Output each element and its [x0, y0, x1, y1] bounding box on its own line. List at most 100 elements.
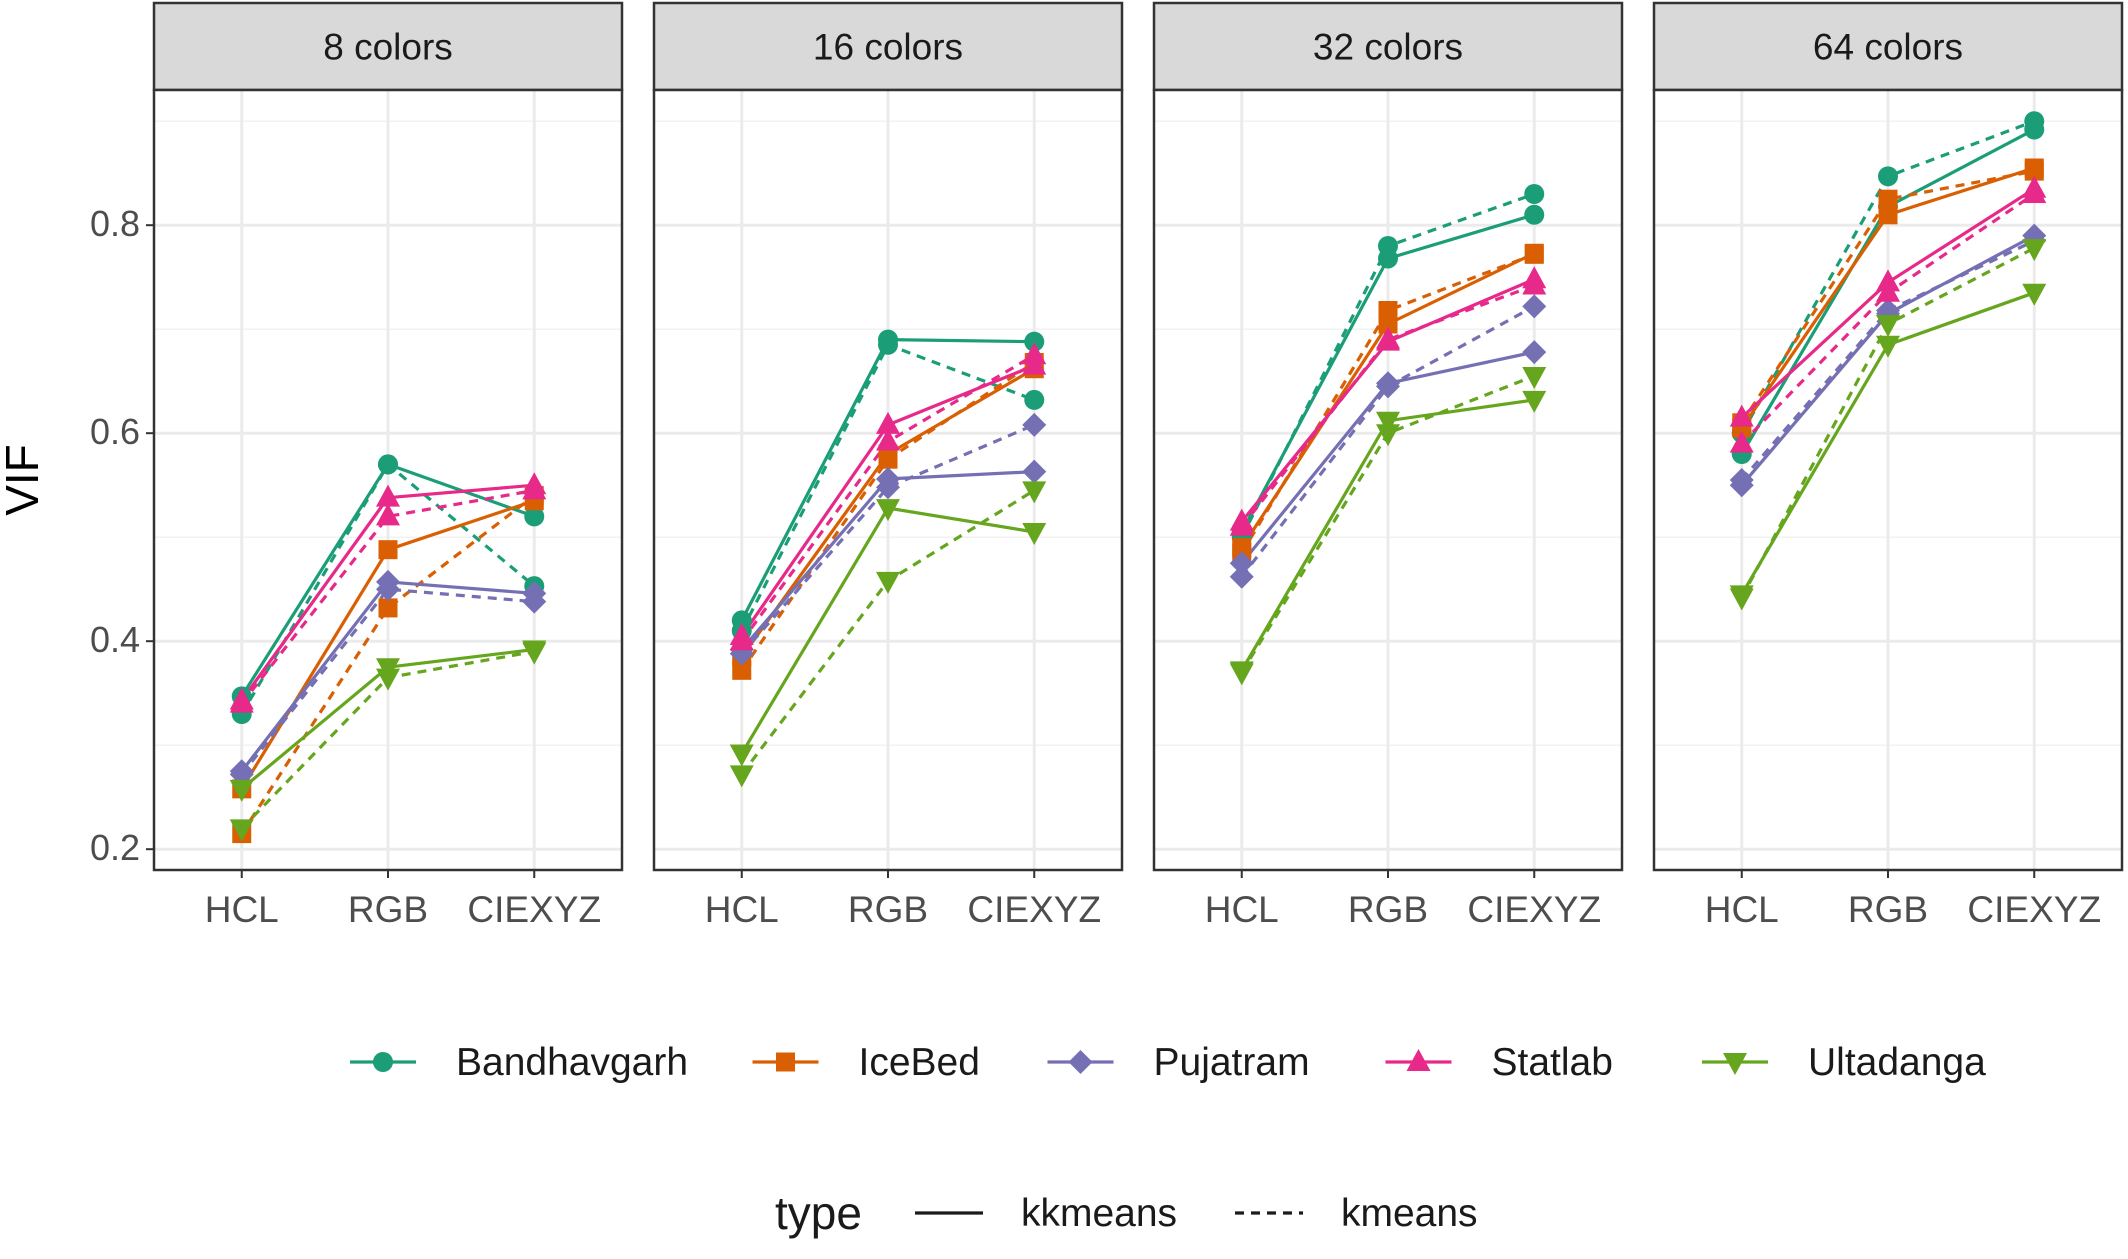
legend-label: Pujatram — [1154, 1041, 1310, 1084]
y-tick-label: 0.4 — [90, 619, 140, 660]
data-point — [1876, 335, 1900, 358]
data-point — [1229, 663, 1254, 686]
data-point — [1378, 236, 1398, 256]
data-point — [876, 499, 900, 522]
data-point — [1522, 390, 1547, 413]
data-point — [1522, 272, 1547, 295]
series-line — [1240, 252, 1535, 554]
series-line — [1240, 284, 1535, 528]
data-point — [1376, 326, 1400, 349]
data-point — [729, 744, 754, 767]
series-line — [740, 423, 1035, 655]
legend-label: Statlab — [1492, 1041, 1613, 1084]
data-point — [1376, 374, 1400, 399]
x-tick-label: CIEXYZ — [467, 889, 601, 930]
data-point — [876, 411, 900, 434]
facet-strip — [152, 1, 624, 92]
facet-label: 64 colors — [1813, 27, 1963, 68]
data-point — [524, 506, 545, 527]
x-tick-label: CIEXYZ — [1967, 889, 2101, 930]
data-point — [1229, 551, 1254, 576]
data-point — [376, 503, 400, 526]
data-point — [1376, 424, 1400, 447]
data-point — [1729, 468, 1754, 492]
legend-label: kkmeans — [1021, 1192, 1177, 1235]
legend-label: IceBed — [859, 1041, 980, 1084]
data-point — [1522, 367, 1547, 389]
data-point — [1022, 481, 1047, 504]
data-point — [876, 571, 900, 594]
data-point — [2022, 181, 2047, 203]
facet-strip — [1652, 1, 2124, 92]
y-axis-title: VIF — [0, 444, 48, 516]
legend-key-marker — [1723, 1053, 1747, 1075]
data-point — [522, 477, 547, 500]
legend-title: type — [775, 1187, 862, 1239]
y-tick-label: 0.8 — [90, 203, 140, 244]
data-point — [1229, 564, 1254, 589]
data-point — [1522, 340, 1547, 365]
y-tick-label: 0.6 — [90, 411, 140, 452]
x-tick-label: HCL — [1205, 889, 1279, 930]
x-tick-label: RGB — [348, 889, 428, 930]
legend-key-marker — [373, 1052, 393, 1072]
data-point — [522, 589, 547, 614]
legend-key-marker — [1068, 1050, 1093, 1074]
data-point — [2022, 239, 2047, 262]
data-point — [1022, 342, 1047, 365]
data-point — [2024, 111, 2045, 132]
data-point — [1878, 166, 1898, 187]
data-point — [878, 449, 898, 469]
x-tick-label: RGB — [1348, 889, 1428, 930]
data-point — [1729, 588, 1754, 611]
data-point — [1876, 315, 1900, 337]
x-tick-label: HCL — [705, 889, 779, 930]
legend-label: Ultadanga — [1808, 1041, 1986, 1084]
data-point — [729, 628, 754, 651]
x-tick-label: RGB — [848, 889, 928, 930]
data-point — [1524, 244, 1544, 264]
data-point — [1022, 523, 1047, 545]
legend-label: kmeans — [1341, 1192, 1478, 1235]
data-point — [876, 428, 900, 451]
data-point — [729, 765, 754, 788]
facet-strip — [652, 1, 1124, 92]
data-point — [1878, 189, 1898, 209]
facet-label: 32 colors — [1313, 27, 1463, 68]
data-point — [1878, 205, 1898, 225]
legend-label: Bandhavgarh — [456, 1041, 688, 1084]
data-point — [1729, 430, 1754, 453]
facet-label: 8 colors — [323, 27, 453, 68]
data-point — [229, 690, 254, 713]
y-tick-label: 0.2 — [90, 827, 140, 868]
data-point — [1022, 412, 1047, 437]
data-point — [732, 660, 752, 680]
data-point — [229, 779, 254, 802]
data-point — [1524, 204, 1545, 225]
data-point — [378, 540, 398, 560]
data-point — [229, 819, 254, 842]
legend-type: type kkmeans kmeans — [775, 1187, 1478, 1239]
data-point — [2022, 283, 2047, 306]
data-point — [1524, 184, 1545, 204]
series-line — [240, 494, 536, 835]
facet-panel: 16 colors HCL RGB CIEXYZ — [652, 1, 1124, 930]
data-point — [1876, 279, 1900, 302]
data-point — [1024, 389, 1045, 410]
data-point — [876, 475, 900, 500]
data-point — [878, 334, 898, 355]
data-point — [1729, 404, 1754, 427]
data-point — [1022, 459, 1047, 484]
data-point — [378, 454, 398, 475]
x-tick-label: HCL — [1705, 889, 1779, 930]
data-point — [2024, 161, 2044, 181]
data-point — [376, 577, 400, 602]
data-point — [522, 642, 547, 665]
data-point — [376, 668, 400, 691]
facet-panel: 64 colors HCL RGB CIEXYZ — [1652, 1, 2124, 930]
x-tick-label: RGB — [1848, 889, 1928, 930]
series-line — [240, 488, 535, 705]
data-point — [1376, 411, 1400, 434]
